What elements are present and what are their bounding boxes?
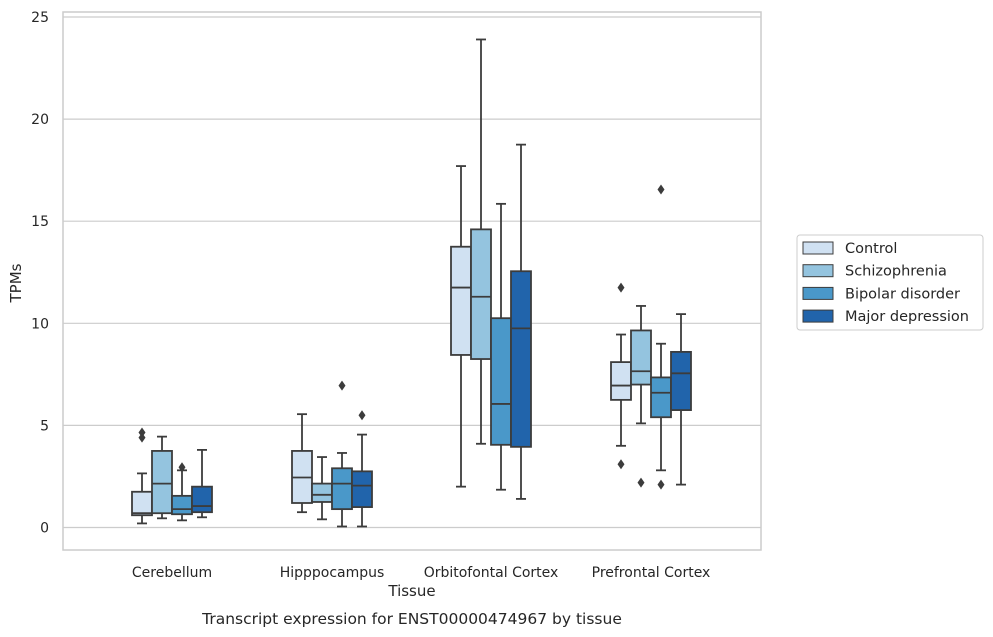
box-bipolar-disorder-cerebellum (171, 462, 193, 522)
box-body (311, 482, 333, 503)
plot-area (62, 11, 762, 551)
box-major-depression-cerebellum (191, 449, 213, 519)
outlier-point (178, 462, 186, 473)
box-body (470, 228, 492, 360)
y-tick-label-15: 15 (31, 214, 49, 230)
box-schizophrenia-hipppocampus (311, 456, 333, 521)
box-bipolar-disorder-hipppocampus (331, 380, 353, 528)
box-body (630, 329, 652, 386)
box-body (610, 361, 632, 401)
x-tick-label-cerebellum: Cerebellum (132, 565, 212, 581)
outlier-point (338, 380, 346, 391)
legend-label-bipolar-disorder: Bipolar disorder (845, 286, 960, 302)
box-control-hipppocampus (291, 413, 313, 514)
box-body (131, 490, 153, 517)
x-axis-title: Tissue (387, 582, 435, 600)
box-control-orbitofontal-cortex (450, 165, 472, 488)
y-tick-label-25: 25 (31, 10, 49, 26)
outlier-point (358, 410, 366, 421)
outlier-point (657, 184, 665, 195)
box-schizophrenia-orbitofontal-cortex (470, 38, 492, 445)
legend-swatch-major-depression (802, 309, 834, 323)
x-tick-label-prefrontal-cortex: Prefrontal Cortex (592, 565, 711, 581)
legend-swatch-bipolar-disorder (802, 286, 834, 300)
outlier-point (138, 427, 146, 438)
legend-swatch-control (802, 241, 834, 255)
chart-caption: Transcript expression for ENST0000047496… (201, 610, 622, 628)
box-body (331, 467, 353, 511)
box-bipolar-disorder-orbitofontal-cortex (490, 202, 512, 491)
box-bipolar-disorder-prefrontal-cortex (650, 184, 672, 490)
x-axis-ticks: Cerebellum Hipppocampus Orbitofontal Corte… (132, 565, 710, 581)
plot-frame (62, 11, 762, 551)
y-tick-label-0: 0 (40, 521, 49, 537)
outlier-point (138, 432, 146, 443)
box-schizophrenia-cerebellum (151, 435, 173, 520)
y-tick-label-10: 10 (31, 316, 49, 332)
outlier-point (617, 459, 625, 470)
box-body (650, 376, 672, 419)
box-body (510, 270, 532, 448)
outlier-point (637, 477, 645, 488)
box-body (191, 485, 213, 514)
box-body (450, 245, 472, 356)
box-major-depression-hipppocampus (351, 410, 373, 528)
box-major-depression-prefrontal-cortex (670, 313, 692, 486)
box-body (670, 350, 692, 411)
box-schizophrenia-prefrontal-cortex (630, 305, 652, 488)
legend-label-control: Control (845, 241, 897, 257)
legend-label-major-depression: Major depression (845, 309, 969, 325)
y-tick-label-20: 20 (31, 112, 49, 128)
outlier-point (657, 479, 665, 490)
box-body (171, 494, 193, 516)
y-axis-ticks: 0 5 10 15 20 25 (31, 10, 49, 537)
box-body (151, 450, 173, 515)
box-control-prefrontal-cortex (610, 282, 632, 470)
box-major-depression-orbitofontal-cortex (510, 143, 532, 500)
x-tick-label-hipppocampus: Hipppocampus (280, 565, 385, 581)
box-body (490, 317, 512, 446)
legend-swatch-schizophrenia (802, 264, 834, 278)
x-tick-label-orbitofontal-cortex: Orbitofontal Cortex (424, 565, 559, 581)
outlier-point (617, 282, 625, 293)
legend-frame (796, 234, 984, 331)
box-control-cerebellum (131, 427, 153, 525)
y-axis-title: TPMs (7, 263, 25, 303)
y-tick-label-5: 5 (40, 418, 49, 434)
legend-label-schizophrenia: Schizophrenia (845, 264, 947, 280)
box-body (351, 470, 373, 508)
legend: Control Schizophrenia Bipolar disorder Majo… (796, 234, 984, 331)
